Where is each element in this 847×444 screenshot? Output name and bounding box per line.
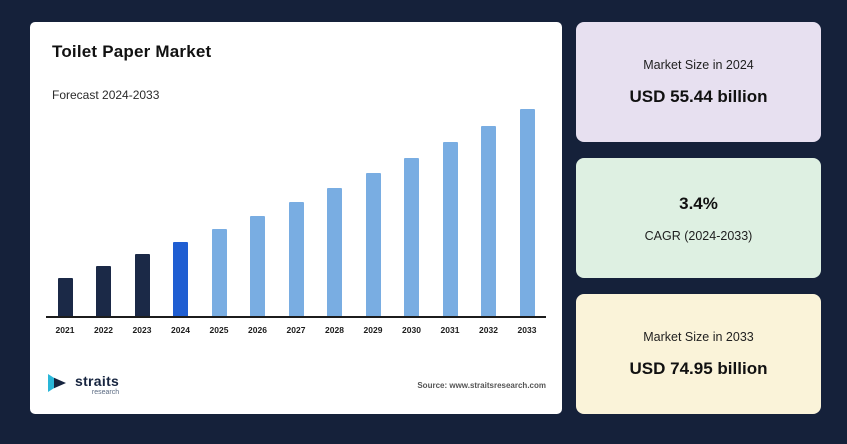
- stats-column: Market Size in 2024 USD 55.44 billion 3.…: [576, 22, 821, 414]
- bar-2033: [519, 108, 535, 316]
- bar-2023: [134, 254, 150, 316]
- bar-column-2032: [470, 126, 508, 316]
- bar-2030: [404, 157, 419, 316]
- stat-card-market-size-2024: Market Size in 2024 USD 55.44 billion: [576, 22, 821, 142]
- stat-value: USD 74.95 billion: [629, 358, 768, 378]
- bar-2025: [211, 228, 227, 316]
- bar-column-2027: [277, 201, 315, 316]
- bar-2032: [481, 126, 496, 316]
- bar-column-2023: [123, 254, 161, 316]
- bar-chart: 2021 2022 2023 2024 2025 2026 2027 2028 2029 2030…: [46, 104, 546, 342]
- bar-column-2022: [85, 266, 123, 316]
- bar-2027: [288, 201, 304, 316]
- stat-label: Market Size in 2033: [643, 329, 754, 344]
- chart-card: Toilet Paper Market Forecast 2024-2033 2…: [30, 22, 562, 414]
- logo-subtitle: research: [91, 389, 120, 396]
- x-axis-label-2022: 2022: [94, 325, 113, 335]
- bar-2031: [442, 142, 458, 316]
- x-axis-label-2026: 2026: [248, 325, 267, 335]
- x-axis-label-2023: 2023: [132, 325, 152, 335]
- x-axis-label-2025: 2025: [209, 325, 229, 335]
- straits-research-logo: straits research: [46, 371, 119, 400]
- x-axis-label-2030: 2030: [402, 325, 421, 335]
- bar-2028: [327, 187, 342, 316]
- bar-column-2025: [200, 228, 238, 316]
- bar-2029: [365, 173, 381, 316]
- chart-card-footer: straits research Source: www.straitsrese…: [46, 368, 546, 402]
- x-axis-label-2027: 2027: [286, 325, 306, 335]
- logo-name: straits: [75, 373, 120, 389]
- x-axis-label-2029: 2029: [363, 325, 383, 335]
- x-axis-label-2031: 2031: [440, 325, 460, 335]
- stat-card-cagr: 3.4% CAGR (2024-2033): [576, 158, 821, 278]
- straits-logo-icon: [46, 371, 70, 400]
- x-axis-label-2033: 2033: [517, 325, 537, 335]
- x-axis-label-2024: 2024: [171, 325, 190, 335]
- bar-column-2026: [239, 215, 277, 316]
- x-axis-labels: 2021 2022 2023 2024 2025 2026 2027 2028 2029 2030…: [46, 325, 546, 335]
- x-axis-label-2032: 2032: [479, 325, 498, 335]
- bar-2021: [57, 277, 73, 316]
- bar-2024: [173, 241, 188, 316]
- bar-2022: [96, 266, 111, 316]
- bar-column-2024: [162, 241, 200, 316]
- chart-subtitle: Forecast 2024-2033: [52, 88, 160, 102]
- bar-column-2033: [508, 108, 546, 316]
- bar-column-2029: [354, 173, 392, 316]
- x-axis-label-2028: 2028: [325, 325, 344, 335]
- bar-plot-area: [46, 104, 546, 318]
- bar-column-2021: [46, 277, 84, 316]
- bar-column-2031: [431, 142, 469, 316]
- stat-value: 3.4%: [679, 193, 718, 213]
- stat-value: USD 55.44 billion: [629, 86, 768, 106]
- x-axis-label-2021: 2021: [55, 325, 75, 335]
- stat-label: Market Size in 2024: [643, 57, 754, 72]
- bar-column-2028: [316, 187, 354, 316]
- straits-logo-text: straits research: [75, 374, 119, 396]
- source-text: Source: www.straitsresearch.com: [417, 380, 546, 390]
- bar-2026: [250, 215, 265, 316]
- stat-label: CAGR (2024-2033): [644, 228, 753, 243]
- chart-title: Toilet Paper Market: [52, 42, 212, 61]
- stat-card-market-size-2033: Market Size in 2033 USD 74.95 billion: [576, 294, 821, 414]
- bar-column-2030: [393, 157, 431, 316]
